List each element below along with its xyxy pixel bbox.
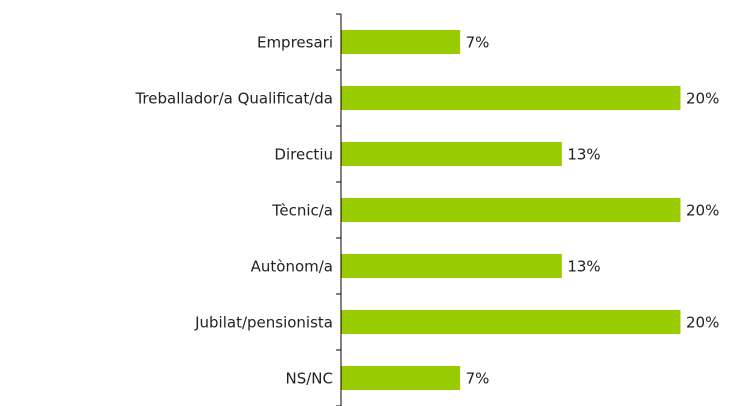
- bar: [341, 142, 562, 166]
- bar: [341, 366, 461, 390]
- data-label: 7%: [466, 370, 490, 388]
- bar: [341, 254, 562, 278]
- category-label: Autònom/a: [251, 258, 333, 276]
- category-label: Directiu: [274, 146, 333, 164]
- data-label: 20%: [686, 314, 719, 332]
- data-label: 13%: [567, 146, 600, 164]
- category-label: Jubilat/pensionista: [194, 314, 333, 332]
- bar: [341, 310, 681, 334]
- data-label: 20%: [686, 90, 719, 108]
- data-label: 7%: [466, 34, 490, 52]
- category-label: Empresari: [257, 34, 333, 52]
- bar: [341, 86, 681, 110]
- bar: [341, 198, 681, 222]
- category-label: NS/NC: [286, 370, 334, 388]
- data-label: 20%: [686, 202, 719, 220]
- category-label: Treballador/a Qualificat/da: [134, 90, 333, 108]
- bar: [341, 30, 461, 54]
- data-label: 13%: [567, 258, 600, 276]
- category-label: Tècnic/a: [271, 202, 333, 220]
